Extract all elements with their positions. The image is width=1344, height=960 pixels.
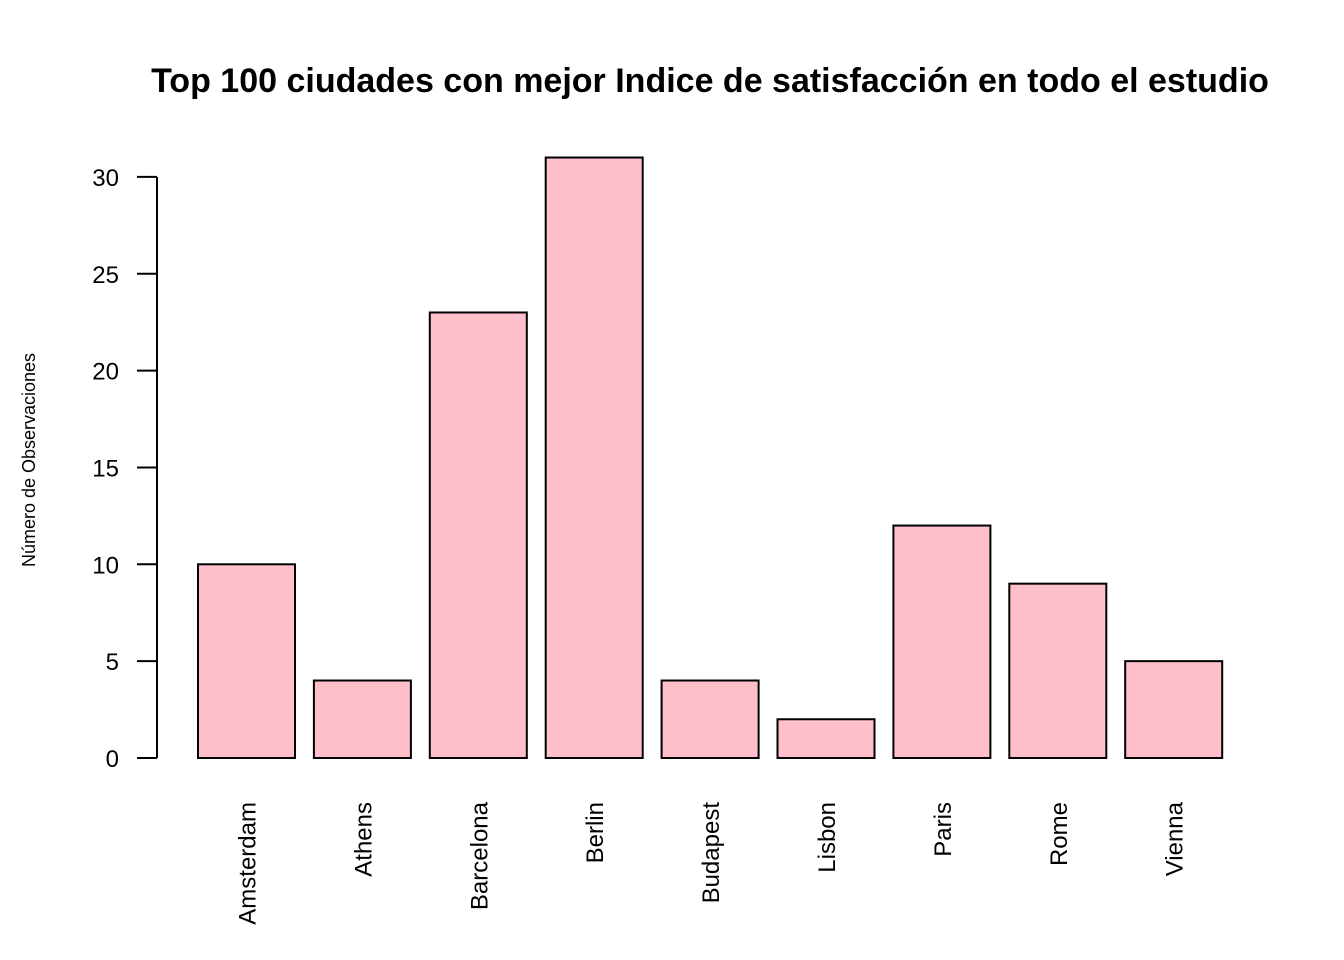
x-tick-label-budapest: Budapest [698, 802, 725, 904]
x-tick-label-amsterdam: Amsterdam [235, 802, 262, 925]
x-tick-label-rome: Rome [1046, 802, 1073, 866]
bar-paris [892, 524, 992, 759]
y-axis-ticks: 0 5 10 15 20 25 30 [92, 165, 157, 773]
bar-amsterdam [197, 563, 296, 759]
x-tick-label-vienna: Vienna [1162, 801, 1189, 876]
bars-group [197, 156, 1224, 760]
x-tick-label-berlin: Berlin [582, 802, 609, 863]
x-tick-label-athens: Athens [350, 802, 377, 877]
y-tick-label: 30 [92, 165, 119, 192]
y-tick-label: 15 [92, 455, 119, 482]
x-tick-label-lisbon: Lisbon [814, 802, 841, 873]
bar-berlin [544, 156, 644, 759]
y-tick-label: 5 [106, 649, 119, 676]
bar-vienna [1124, 660, 1224, 760]
y-tick-label: 10 [92, 552, 119, 579]
y-tick-label: 0 [106, 746, 119, 773]
x-tick-label-barcelona: Barcelona [466, 801, 493, 910]
y-axis-label: Número de Observaciones [19, 353, 39, 567]
x-tick-label-paris: Paris [930, 802, 957, 857]
bar-lisbon [776, 718, 876, 760]
bar-athens [312, 679, 412, 760]
bar-rome [1008, 582, 1108, 759]
bar-barcelona [428, 311, 528, 759]
bar-budapest [660, 679, 760, 760]
y-tick-label: 25 [92, 262, 119, 289]
x-axis-labels: Amsterdam Athens Barcelona Berlin Budapest Li… [235, 801, 1189, 924]
y-tick-label: 20 [92, 359, 119, 386]
chart-title: Top 100 ciudades con mejor Indice de sat… [151, 62, 1269, 100]
